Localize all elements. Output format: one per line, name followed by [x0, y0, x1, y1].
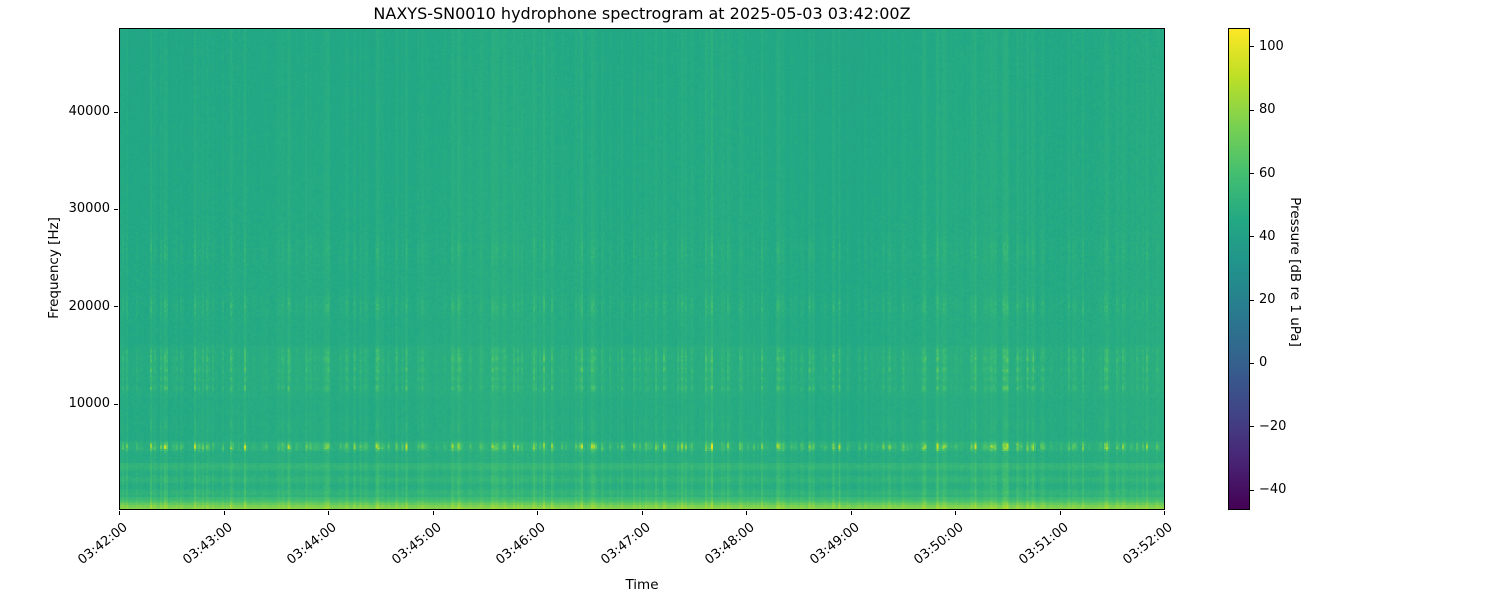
x-tick-label: 03:48:00 — [702, 520, 758, 568]
colorbar-tick-mark — [1250, 362, 1254, 364]
y-tick-mark — [114, 403, 118, 405]
x-axis-label: Time — [625, 577, 659, 593]
x-tick-mark — [1164, 511, 1165, 515]
colorbar-tick-mark — [1250, 173, 1254, 175]
x-tick-label: 03:46:00 — [493, 520, 549, 568]
colorbar-label: Pressure [dB re 1 uPa] — [1287, 197, 1303, 347]
x-tick-mark — [1059, 511, 1061, 515]
y-tick-label: 20000 — [68, 298, 110, 314]
y-tick-label: 40000 — [68, 104, 110, 120]
y-tick-mark — [114, 111, 118, 113]
x-tick-label: 03:42:00 — [75, 520, 131, 568]
colorbar-tick-mark — [1250, 426, 1254, 428]
x-tick-mark — [746, 511, 747, 515]
x-tick-mark — [850, 511, 852, 515]
x-tick-mark — [955, 511, 956, 515]
colorbar-tick-label: 20 — [1259, 292, 1276, 308]
colorbar-tick-mark — [1250, 299, 1254, 301]
y-tick-label: 10000 — [68, 396, 110, 411]
colorbar-gradient — [1229, 29, 1249, 509]
colorbar — [1228, 28, 1250, 510]
colorbar-tick-label: −40 — [1259, 482, 1287, 497]
x-tick-label: 03:43:00 — [179, 520, 236, 568]
x-tick-label: 03:47:00 — [597, 520, 654, 568]
x-tick-label: 03:45:00 — [388, 520, 445, 568]
colorbar-tick-label: 0 — [1259, 355, 1268, 371]
x-tick-label: 03:50:00 — [911, 520, 967, 568]
x-tick-mark — [328, 511, 329, 515]
colorbar-tick-label: 40 — [1259, 228, 1276, 244]
x-tick-mark — [223, 511, 225, 515]
plot-area — [119, 28, 1165, 510]
x-tick-label: 03:44:00 — [284, 520, 340, 568]
x-tick-mark — [641, 511, 643, 515]
colorbar-tick-mark — [1250, 46, 1254, 48]
colorbar-tick-label: 100 — [1259, 38, 1284, 54]
y-tick-mark — [114, 306, 118, 308]
y-tick-mark — [114, 208, 118, 210]
x-tick-label: 03:51:00 — [1015, 520, 1072, 568]
x-tick-mark — [537, 511, 538, 515]
colorbar-tick-label: 80 — [1259, 102, 1276, 118]
colorbar-tick-mark — [1250, 109, 1254, 111]
spectrogram-image — [120, 29, 1164, 509]
x-tick-mark — [432, 511, 434, 515]
colorbar-tick-mark — [1250, 489, 1254, 491]
colorbar-tick-mark — [1250, 236, 1254, 238]
colorbar-tick-label: −20 — [1259, 418, 1287, 434]
x-tick-mark — [119, 511, 120, 515]
y-tick-label: 30000 — [68, 201, 110, 217]
x-tick-label: 03:49:00 — [806, 520, 863, 568]
colorbar-tick-label: 60 — [1259, 165, 1276, 181]
x-tick-label: 03:52:00 — [1120, 520, 1176, 568]
plot-title: NAXYS-SN0010 hydrophone spectrogram at 2… — [373, 4, 911, 23]
